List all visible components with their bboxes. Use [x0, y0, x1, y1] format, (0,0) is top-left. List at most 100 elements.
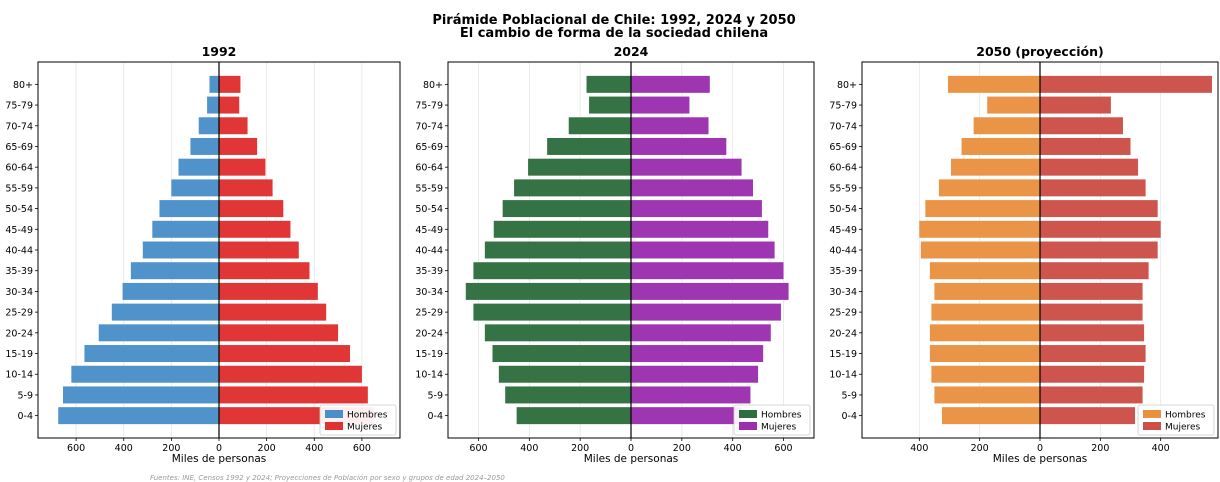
- y-tick-label-80: 80+: [837, 80, 857, 91]
- bar-hombres-10-14: [71, 365, 219, 383]
- y-tick-label-70-74: 70-74: [5, 121, 33, 132]
- y-tick-label-20-24: 20-24: [829, 328, 857, 339]
- bar-hombres-60-64: [951, 158, 1040, 176]
- bar-mujeres-35-39: [1040, 262, 1149, 280]
- y-tick-label-35-39: 35-39: [829, 266, 857, 277]
- legend-label-mujeres: Mujeres: [1165, 423, 1201, 433]
- y-tick-label-80: 80+: [13, 80, 33, 91]
- x-tick-label: 400: [910, 443, 928, 454]
- bar-hombres-30-34: [122, 282, 219, 300]
- bar-mujeres-75-79: [1040, 96, 1111, 114]
- bar-hombres-35-39: [473, 262, 631, 280]
- x-tick-label: 0: [628, 443, 634, 454]
- bar-mujeres-55-59: [219, 179, 273, 197]
- x-tick-label: 0: [216, 443, 222, 454]
- bar-hombres-20-24: [98, 324, 219, 342]
- bar-hombres-50-54: [159, 200, 219, 218]
- bar-hombres-25-29: [931, 303, 1040, 321]
- y-tick-label-10-14: 10-14: [415, 370, 443, 381]
- y-tick-label-45-49: 45-49: [829, 225, 857, 236]
- bar-hombres-70-74: [198, 117, 219, 135]
- y-tick-label-10-14: 10-14: [829, 370, 857, 381]
- y-tick-label-25-29: 25-29: [5, 308, 33, 319]
- x-tick-label: 600: [353, 443, 371, 454]
- y-tick-label-0-4: 0-4: [427, 411, 443, 422]
- x-tick-label: 600: [67, 443, 85, 454]
- bar-hombres-10-14: [931, 365, 1040, 383]
- bar-mujeres-15-19: [219, 345, 350, 363]
- bar-hombres-45-49: [493, 220, 631, 238]
- x-tick-label: 200: [258, 443, 276, 454]
- bar-hombres-5-9: [934, 386, 1040, 404]
- legend-label-mujeres: Mujeres: [761, 423, 797, 433]
- bar-hombres-50-54: [502, 200, 631, 218]
- y-tick-label-35-39: 35-39: [415, 266, 443, 277]
- y-tick-label-30-34: 30-34: [415, 287, 443, 298]
- x-tick-label: 400: [115, 443, 133, 454]
- legend: Hombres Mujeres: [1137, 404, 1215, 436]
- y-tick-label-15-19: 15-19: [5, 349, 33, 360]
- panel-title-1: 2024: [614, 44, 649, 59]
- legend-swatch-mujeres: [325, 422, 343, 430]
- bar-mujeres-45-49: [1040, 220, 1161, 238]
- bar-mujeres-50-54: [1040, 200, 1158, 218]
- bar-hombres-45-49: [919, 220, 1040, 238]
- bar-hombres-40-44: [142, 241, 219, 259]
- x-axis-label: Miles de personas: [172, 453, 267, 465]
- bar-mujeres-25-29: [1040, 303, 1143, 321]
- y-tick-label-65-69: 65-69: [829, 142, 857, 153]
- bar-mujeres-20-24: [219, 324, 339, 342]
- bar-hombres-40-44: [920, 241, 1040, 259]
- bar-mujeres-40-44: [1040, 241, 1158, 259]
- bar-hombres-40-44: [484, 241, 631, 259]
- x-tick-label: 600: [774, 443, 792, 454]
- figure-title-line2: El cambio de forma de la sociedad chilen…: [460, 26, 768, 41]
- y-tick-label-20-24: 20-24: [415, 328, 443, 339]
- legend: Hombres Mujeres: [733, 404, 811, 436]
- bar-hombres-5-9: [505, 386, 631, 404]
- bar-hombres-60-64: [528, 158, 631, 176]
- x-tick-label: 200: [162, 443, 180, 454]
- y-tick-label-35-39: 35-39: [5, 266, 33, 277]
- y-tick-label-15-19: 15-19: [415, 349, 443, 360]
- bar-mujeres-80: [631, 75, 710, 93]
- bar-mujeres-40-44: [631, 241, 775, 259]
- y-tick-label-40-44: 40-44: [415, 246, 443, 257]
- y-tick-label-50-54: 50-54: [415, 204, 443, 215]
- panel-title-0: 1992: [202, 44, 237, 59]
- bar-hombres-75-79: [207, 96, 219, 114]
- y-tick-label-70-74: 70-74: [829, 121, 857, 132]
- bar-hombres-30-34: [934, 282, 1040, 300]
- bar-mujeres-70-74: [1040, 117, 1123, 135]
- y-tick-label-45-49: 45-49: [5, 225, 33, 236]
- bar-mujeres-45-49: [219, 220, 291, 238]
- x-tick-label: 200: [673, 443, 691, 454]
- bar-mujeres-55-59: [1040, 179, 1146, 197]
- bar-hombres-80: [947, 75, 1040, 93]
- bar-mujeres-20-24: [1040, 324, 1145, 342]
- bar-hombres-55-59: [171, 179, 219, 197]
- bar-mujeres-75-79: [631, 96, 690, 114]
- y-tick-label-5-9: 5-9: [17, 390, 33, 401]
- bar-mujeres-0-4: [631, 407, 742, 425]
- bar-hombres-15-19: [929, 345, 1040, 363]
- y-tick-label-45-49: 45-49: [415, 225, 443, 236]
- y-tick-label-25-29: 25-29: [829, 308, 857, 319]
- y-tick-label-60-64: 60-64: [415, 163, 443, 174]
- bar-hombres-0-4: [941, 407, 1040, 425]
- bar-hombres-30-34: [465, 282, 631, 300]
- bar-mujeres-80: [219, 75, 241, 93]
- bar-mujeres-5-9: [1040, 386, 1143, 404]
- bar-mujeres-30-34: [219, 282, 318, 300]
- panel-2050: 2050 (proyección) 0-4 5-9 10-14 15-19 20-24 25…: [829, 44, 1219, 465]
- y-tick-label-75-79: 75-79: [829, 101, 857, 112]
- x-tick-label: 400: [724, 443, 742, 454]
- bar-hombres-25-29: [473, 303, 631, 321]
- y-tick-label-25-29: 25-29: [415, 308, 443, 319]
- bar-hombres-45-49: [152, 220, 219, 238]
- x-tick-label: 400: [305, 443, 323, 454]
- y-tick-label-65-69: 65-69: [415, 142, 443, 153]
- bar-mujeres-25-29: [219, 303, 327, 321]
- y-tick-label-0-4: 0-4: [841, 411, 857, 422]
- y-tick-label-15-19: 15-19: [829, 349, 857, 360]
